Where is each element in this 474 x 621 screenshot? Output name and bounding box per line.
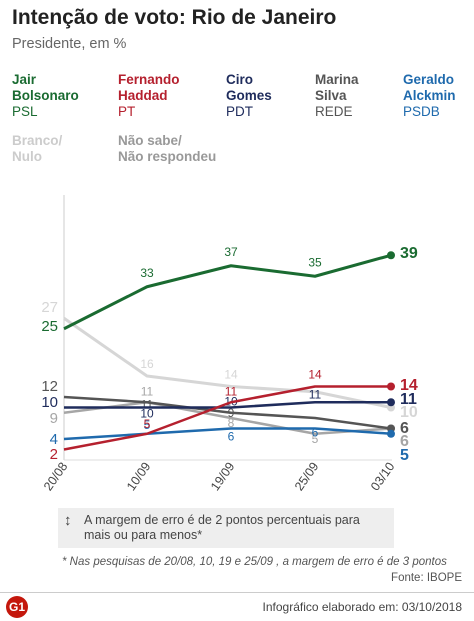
data-label-fernando-haddad: 2 (50, 446, 58, 463)
series-line-nao-sabe-nao-respondeu (63, 401, 392, 435)
series-line-fernando-haddad (63, 385, 391, 451)
data-label-fernando-haddad: 14 (400, 377, 418, 394)
source: Fonte: IBOPE (391, 572, 462, 584)
legend-item-haddad: Fernando Haddad PT (118, 72, 180, 120)
data-label-ciro-gomes: 10 (140, 407, 154, 421)
data-point-jair-bolsonaro (387, 251, 395, 260)
data-label-marina-silva: 9 (228, 406, 235, 420)
data-label-jair-bolsonaro: 25 (41, 318, 58, 335)
legend-party: PSDB (403, 104, 440, 119)
data-label-ciro-gomes: 10 (41, 394, 58, 411)
legend-name-line: Alckmin (403, 88, 456, 103)
data-label-jair-bolsonaro: 37 (224, 245, 238, 259)
legend-name-line: Fernando (118, 72, 180, 87)
data-label-branco-nulo: 27 (41, 299, 58, 316)
legend-name-line: Não sabe/ (118, 133, 182, 148)
data-label-marina-silva: 6 (400, 420, 409, 437)
legend-name-line: Geraldo (403, 72, 455, 87)
legend-name-line: Silva (315, 88, 347, 103)
legend-name-line: Bolsonaro (12, 88, 79, 103)
legend-item-ciro: Ciro Gomes PDT (226, 72, 272, 120)
legend-name-line: Ciro (226, 72, 253, 87)
data-label-fernando-haddad: 11 (225, 384, 238, 398)
data-label-nao-sabe-nao-respondeu: 8 (228, 416, 235, 430)
data-label-nao-sabe-nao-respondeu: 11 (141, 384, 154, 398)
legend-party: PT (118, 104, 136, 119)
data-label-geraldo-alckmin: 6 (312, 426, 319, 440)
data-label-jair-bolsonaro: 39 (400, 245, 418, 262)
series-line-ciro-gomes (64, 401, 391, 409)
legend-party: REDE (315, 104, 353, 119)
data-label-ciro-gomes: 11 (400, 391, 417, 408)
data-label-branco-nulo: 16 (140, 357, 154, 371)
data-point-ciro-gomes (387, 398, 395, 407)
data-label-fernando-haddad: 5 (144, 417, 151, 431)
footnote: * Nas pesquisas de 20/08, 10, 19 e 25/09… (62, 556, 447, 568)
data-label-geraldo-alckmin: 5 (400, 447, 409, 464)
legend-party: PDT (226, 104, 253, 119)
data-label-geraldo-alckmin: 5 (144, 418, 151, 432)
legend-party: PSL (12, 104, 38, 119)
data-label-nao-sabe-nao-respondeu: 6 (400, 433, 409, 450)
x-tick-label: 10/09 (124, 460, 153, 494)
margin-of-error-note: ↕ A margem de erro é de 2 pontos percent… (58, 508, 394, 548)
data-label-geraldo-alckmin: 6 (228, 430, 235, 444)
data-label-fernando-haddad: 14 (308, 368, 322, 382)
data-label-geraldo-alckmin: 4 (50, 431, 58, 448)
infographic-credit: Infográfico elaborado em: 03/10/2018 (262, 600, 462, 614)
up-down-arrow-icon: ↕ (64, 512, 72, 529)
legend-item-alckmin: Geraldo Alckmin PSDB (403, 72, 456, 120)
legend-item-branco-nulo: Branco/ Nulo (12, 133, 62, 165)
data-label-jair-bolsonaro: 33 (140, 266, 154, 280)
legend-name-line: Haddad (118, 88, 168, 103)
legend-item-marina: Marina Silva REDE (315, 72, 359, 120)
legend-name-line: Gomes (226, 88, 272, 103)
legend-name-line: Marina (315, 72, 359, 87)
series-line-jair-bolsonaro (63, 253, 392, 331)
x-tick-label: 25/09 (292, 460, 321, 494)
legend-name-line: Jair (12, 72, 37, 87)
data-label-branco-nulo: 14 (224, 368, 238, 382)
chart-subtitle: Presidente, em % (12, 36, 127, 52)
legend-name-line: Não respondeu (118, 149, 217, 164)
data-label-jair-bolsonaro: 35 (308, 255, 322, 269)
legend-item-bolsonaro: Jair Bolsonaro PSL (12, 72, 79, 120)
data-point-fernando-haddad (387, 382, 395, 391)
data-label-ciro-gomes: 11 (309, 387, 322, 401)
legend-name-line: Nulo (12, 149, 42, 164)
x-tick-label: 20/08 (41, 460, 70, 494)
legend-name-line: Branco/ (12, 133, 63, 148)
series-line-marina-silva (63, 395, 392, 430)
data-point-geraldo-alckmin (387, 429, 395, 438)
legend-item-nao-sabe: Não sabe/ Não respondeu (118, 133, 216, 165)
footer-divider (0, 592, 474, 593)
chart-title: Intenção de voto: Rio de Janeiro (12, 6, 337, 29)
data-label-branco-nulo: 10 (400, 404, 418, 421)
margin-of-error-text: A margem de erro é de 2 pontos percentua… (84, 513, 360, 542)
data-label-nao-sabe-nao-respondeu: 9 (50, 410, 58, 427)
x-tick-label: 19/09 (208, 460, 237, 494)
series-line-geraldo-alckmin (63, 427, 392, 441)
x-tick-label: 03/10 (368, 460, 397, 494)
data-label-nao-sabe-nao-respondeu: 5 (312, 432, 319, 446)
data-label-marina-silva: 12 (41, 378, 58, 395)
series-line-branco-nulo (63, 317, 392, 409)
g1-logo: G1 (6, 596, 28, 618)
